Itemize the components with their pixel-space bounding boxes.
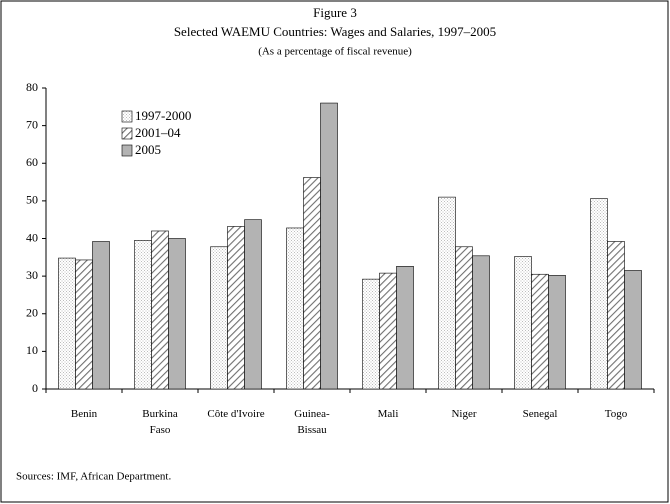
bar (514, 256, 532, 390)
x-tick-label: Senegal (523, 408, 558, 420)
bar (396, 266, 414, 390)
y-tick-label: 0 (32, 381, 38, 395)
bar (303, 177, 321, 390)
bar (92, 241, 110, 390)
y-tick-label: 10 (26, 343, 38, 357)
x-tick-label: Burkina Faso (142, 408, 178, 436)
bar (438, 196, 456, 390)
x-tick-label: Guinea-Bissau (294, 408, 330, 436)
y-tick-label: 80 (26, 80, 38, 94)
chart-note: (As a percentage of fiscal revenue) (258, 46, 412, 58)
bar (227, 226, 245, 390)
legend-swatch (121, 110, 133, 123)
x-tick-label: Côte d'Ivoire (207, 408, 264, 420)
y-tick-label: 20 (26, 306, 38, 320)
legend-label: 2001–04 (135, 125, 181, 140)
legend-label: 1997-2000 (135, 108, 191, 123)
bar (58, 257, 76, 390)
bar (455, 246, 473, 390)
x-tick-label: Benin (71, 408, 98, 420)
x-tick-label: Togo (605, 408, 628, 420)
y-tick-label: 60 (26, 155, 38, 169)
bar (244, 219, 262, 390)
bar (134, 240, 152, 390)
source-note: Sources: IMF, African Department. (16, 471, 171, 483)
y-tick-label: 30 (26, 268, 38, 282)
bar (531, 273, 549, 390)
legend-swatch (121, 127, 133, 140)
bar (548, 275, 566, 390)
bar (362, 278, 380, 390)
bar (590, 198, 608, 390)
bar (607, 241, 625, 390)
legend-swatch (121, 144, 133, 157)
bar (210, 246, 228, 390)
x-tick-label: Mali (378, 408, 399, 420)
x-tick-label: Niger (451, 408, 476, 420)
bar (168, 238, 186, 390)
y-tick-label: 50 (26, 193, 38, 207)
bar (75, 259, 93, 390)
y-tick-label: 40 (26, 230, 38, 244)
chart-title: Figure 3 (313, 5, 357, 20)
bar (472, 255, 490, 390)
legend-label: 2005 (135, 142, 161, 157)
bar (320, 102, 338, 390)
bar (379, 272, 397, 390)
chart-subtitle: Selected WAEMU Countries: Wages and Sala… (174, 24, 496, 39)
bar (151, 230, 169, 390)
y-tick-label: 70 (26, 117, 38, 131)
bar (286, 227, 304, 390)
bar (624, 270, 642, 390)
